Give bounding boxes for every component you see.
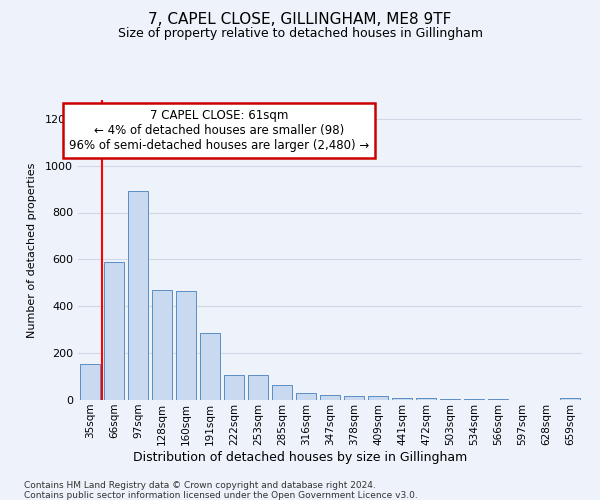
- Bar: [80, 364, 100, 400]
- Bar: [152, 290, 172, 400]
- Bar: [344, 396, 364, 400]
- Text: Size of property relative to detached houses in Gillingham: Size of property relative to detached ho…: [118, 28, 482, 40]
- Text: Distribution of detached houses by size in Gillingham: Distribution of detached houses by size …: [133, 451, 467, 464]
- Bar: [296, 394, 316, 400]
- Bar: [440, 399, 460, 400]
- Bar: [368, 396, 388, 400]
- Bar: [272, 386, 292, 400]
- Bar: [248, 376, 268, 400]
- Bar: [200, 333, 220, 400]
- Bar: [416, 398, 436, 400]
- Bar: [128, 192, 148, 400]
- Text: Contains HM Land Registry data © Crown copyright and database right 2024.: Contains HM Land Registry data © Crown c…: [24, 481, 376, 490]
- Text: 7, CAPEL CLOSE, GILLINGHAM, ME8 9TF: 7, CAPEL CLOSE, GILLINGHAM, ME8 9TF: [148, 12, 452, 28]
- Text: 7 CAPEL CLOSE: 61sqm
← 4% of detached houses are smaller (98)
96% of semi-detach: 7 CAPEL CLOSE: 61sqm ← 4% of detached ho…: [69, 109, 369, 152]
- Bar: [392, 398, 412, 400]
- Bar: [560, 398, 580, 400]
- Bar: [176, 291, 196, 400]
- Bar: [320, 396, 340, 400]
- Bar: [464, 399, 484, 400]
- Y-axis label: Number of detached properties: Number of detached properties: [26, 162, 37, 338]
- Bar: [224, 376, 244, 400]
- Text: Contains public sector information licensed under the Open Government Licence v3: Contains public sector information licen…: [24, 491, 418, 500]
- Bar: [104, 262, 124, 400]
